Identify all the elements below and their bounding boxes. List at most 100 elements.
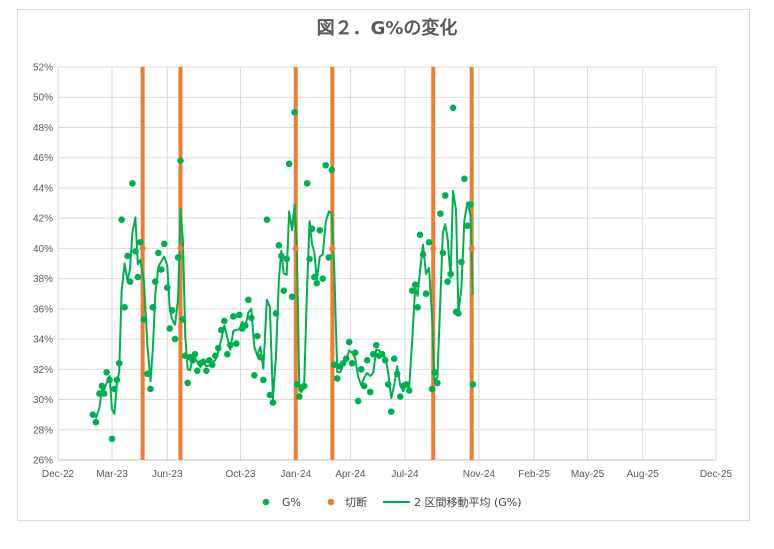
g-percent-point — [214, 344, 222, 352]
g-percent-point — [233, 340, 240, 347]
cut-point — [329, 245, 336, 252]
g-percent-point — [464, 222, 471, 230]
g-percent-point — [330, 361, 338, 369]
x-tick-label: Dec-22 — [42, 469, 75, 480]
y-tick-label: 40% — [33, 244, 53, 255]
cut-point — [430, 245, 437, 252]
g-percent-point — [402, 381, 410, 388]
g-percent-point — [221, 317, 228, 325]
legend-label-cut: 切断 — [345, 495, 367, 509]
g-percent-point — [393, 370, 401, 378]
g-percent-point — [89, 411, 97, 418]
g-percent-point — [308, 225, 316, 233]
y-tick-label: 30% — [33, 395, 53, 406]
g-percent-point — [288, 293, 296, 301]
g-percent-point — [251, 372, 258, 379]
g-percent-point — [151, 278, 159, 285]
cut-point — [292, 245, 299, 252]
y-tick-label: 50% — [33, 93, 53, 104]
g-percent-point — [227, 341, 234, 349]
g-percent-point — [202, 367, 210, 375]
y-tick-label: 34% — [33, 335, 53, 346]
g-percent-point — [154, 249, 162, 257]
y-tick-label: 46% — [33, 153, 53, 164]
cut-lines — [140, 67, 474, 460]
g-percent-point — [260, 376, 267, 384]
g-percent-point — [325, 254, 333, 261]
g-percent-point — [108, 435, 116, 443]
x-tick-label: Nov-24 — [463, 469, 496, 480]
g-percent-point — [106, 376, 113, 384]
y-tick-label: 52% — [33, 63, 53, 74]
x-tick-label: May-25 — [571, 469, 605, 480]
g-percent-point — [414, 304, 421, 311]
legend-marker-g-percent — [262, 498, 270, 506]
g-percent-point — [469, 381, 477, 388]
g-percent-point — [345, 338, 353, 346]
g-percent-point — [168, 307, 176, 314]
g-percent-point — [266, 391, 274, 399]
moving-average-line — [94, 189, 474, 419]
g-percent-point — [92, 418, 100, 426]
y-tick-label: 44% — [33, 183, 53, 194]
g-percent-point — [411, 281, 419, 288]
x-tick-label: Jun-23 — [152, 469, 183, 480]
g-percent-point — [189, 356, 196, 364]
g-percent-point — [311, 273, 318, 281]
g-percent-point — [163, 284, 171, 291]
g-percent-point — [439, 249, 447, 257]
y-tick-label: 42% — [33, 214, 53, 225]
x-tick-label: Aug-25 — [627, 469, 660, 480]
x-tick-label: Oct-23 — [226, 469, 256, 480]
g-percent-point — [191, 350, 199, 358]
g-percent-point — [126, 278, 134, 285]
g-percent-point — [458, 258, 465, 266]
g-percent-point — [467, 201, 474, 208]
g-percent-point — [236, 311, 243, 319]
g-percent-point — [431, 369, 438, 376]
g-percent-point — [447, 270, 454, 278]
g-percent-point — [422, 290, 430, 298]
g-percent-point — [354, 397, 362, 405]
g-percent-point — [166, 325, 173, 332]
g-percent-point — [100, 390, 108, 397]
y-tick-label: 48% — [33, 123, 53, 134]
g-percent-point — [390, 355, 398, 363]
g-percent-point — [278, 252, 285, 260]
x-tick-label: Feb-25 — [518, 469, 550, 480]
x-tick-label: Apr-24 — [335, 469, 365, 480]
g-percent-point — [357, 366, 365, 373]
y-tick-label: 32% — [33, 365, 53, 376]
x-tick-label: Jan-24 — [280, 469, 311, 480]
g-percent-point — [434, 379, 441, 387]
g-percent-point — [129, 180, 136, 187]
g-percent-point — [300, 382, 308, 390]
g-percent-point — [147, 385, 154, 393]
g-percent-point — [316, 226, 324, 234]
g-percent-point — [405, 387, 413, 394]
g-percent-point — [449, 104, 457, 112]
g-percent-point — [245, 296, 252, 304]
g-percent-point — [96, 390, 103, 397]
g-percent-point — [118, 216, 125, 223]
g-percent-point — [208, 361, 216, 369]
legend-label-g-percent: G% — [282, 496, 301, 509]
g-percent-point — [199, 358, 207, 366]
g-percent-point — [283, 255, 291, 263]
x-axis-ticks: Dec-22 Mar-23 Jun-23 Oct-23 Jan-24 Apr-24 Jul-… — [42, 469, 733, 480]
g-percent-point — [272, 310, 280, 317]
cut-point — [139, 245, 146, 252]
g-percent-point — [269, 399, 277, 406]
g-percent-point — [160, 240, 168, 248]
g-percent-point — [242, 322, 249, 329]
legend: G% 切断 2 区間移動平均 (G%) — [262, 495, 522, 509]
g-percent-point — [285, 160, 293, 168]
g-percent-point — [387, 408, 395, 415]
g-percent-point — [121, 304, 128, 311]
cut-point — [177, 245, 184, 252]
g-percent-point — [224, 350, 231, 358]
chart-title: 図２．G%の変化 — [316, 18, 458, 39]
g-percent-point — [444, 278, 451, 285]
g-percent-point — [280, 287, 288, 295]
g-percent-point — [348, 359, 356, 367]
